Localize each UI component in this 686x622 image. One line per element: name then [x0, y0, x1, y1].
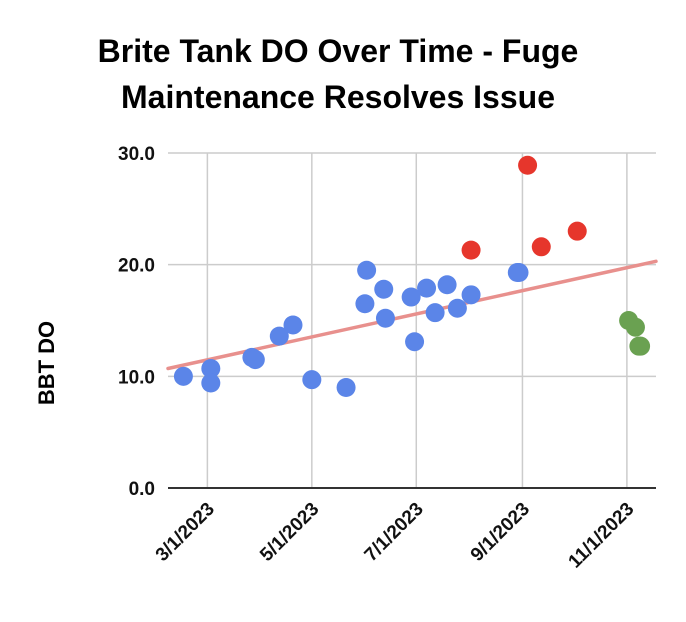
data-point [336, 378, 356, 397]
y-tick-label: 20.0 [118, 256, 155, 277]
data-point [461, 240, 481, 260]
data-point [201, 373, 221, 393]
gridlines [168, 152, 656, 488]
x-tick-labels: 3/1/2023 5/1/2023 7/1/2023 9/1/2023 11/1/202… [152, 499, 639, 573]
chart-title-line-2: Maintenance Resolves Issue [121, 79, 555, 115]
chart-title: Brite Tank DO Over Time - Fuge Maintenan… [98, 33, 579, 115]
x-tick-label: 7/1/2023 [361, 499, 428, 566]
data-point [437, 275, 457, 295]
data-point [245, 350, 265, 370]
data-point [631, 336, 651, 356]
y-tick-labels: 0.0 10.0 20.0 30.0 [118, 144, 155, 500]
data-point [509, 262, 529, 282]
data-point [518, 155, 538, 175]
data-points [173, 155, 651, 397]
data-point [425, 303, 445, 323]
data-point [283, 315, 303, 335]
trendline-layer [166, 259, 658, 371]
y-tick-label: 10.0 [118, 367, 155, 388]
x-tick-label: 3/1/2023 [152, 499, 219, 566]
x-tick-label: 5/1/2023 [256, 499, 323, 566]
data-point [531, 237, 551, 257]
x-tick-label: 11/1/2023 [565, 499, 639, 573]
y-tick-label: 0.0 [129, 479, 155, 500]
data-point [401, 287, 421, 307]
data-point [405, 332, 425, 352]
data-point [567, 221, 587, 241]
y-axis-label: BBT DO [34, 321, 59, 405]
data-point [375, 308, 395, 328]
data-point [447, 298, 467, 318]
data-point [461, 285, 481, 305]
chart-title-line-1: Brite Tank DO Over Time - Fuge [98, 33, 579, 69]
x-tick-label: 9/1/2023 [467, 499, 534, 566]
data-point [201, 359, 221, 379]
data-point [625, 317, 645, 337]
data-point [269, 326, 289, 346]
data-point [173, 366, 193, 386]
trendline [166, 259, 658, 371]
data-point [374, 279, 394, 299]
data-point [302, 370, 322, 390]
y-tick-label: 30.0 [118, 144, 155, 165]
data-point [417, 278, 437, 298]
data-point [355, 294, 375, 314]
data-point [357, 260, 377, 280]
